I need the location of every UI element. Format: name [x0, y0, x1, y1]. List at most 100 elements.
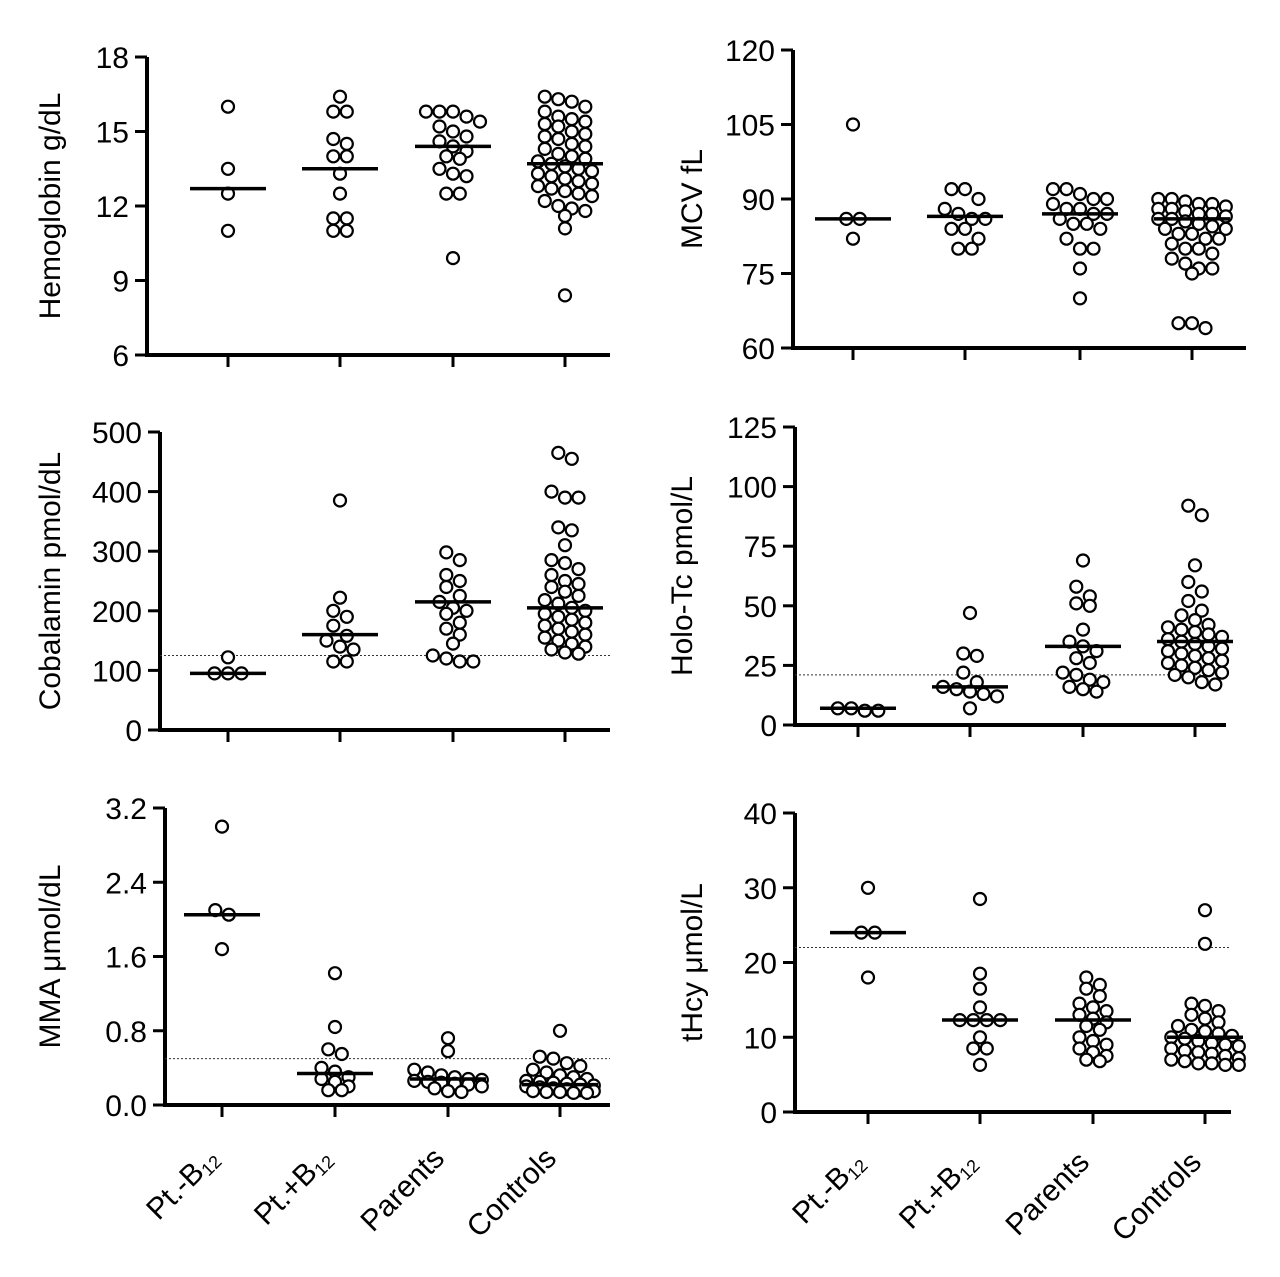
category-label-1: Pt.-B12 [786, 1146, 871, 1231]
data-point [1069, 651, 1084, 666]
data-point [445, 124, 461, 139]
data-point [439, 567, 454, 583]
y-tick-label: 15 [96, 117, 129, 150]
data-point [454, 1084, 469, 1100]
panel-1: 6 9 12 15 18 Hemoglobin g/dL [34, 42, 610, 373]
data-point [551, 520, 566, 535]
data-point [956, 665, 971, 680]
data-point [539, 1084, 554, 1100]
data-point [1160, 620, 1176, 635]
data-point [1079, 981, 1094, 996]
data-point [439, 579, 454, 595]
data-point [326, 211, 341, 226]
data-point [445, 636, 461, 651]
data-point [1093, 221, 1108, 236]
series-Parents [1045, 553, 1121, 699]
data-point [440, 1044, 456, 1059]
data-point [557, 584, 573, 599]
data-point [944, 182, 959, 197]
data-point [537, 592, 552, 608]
data-point [1072, 186, 1088, 202]
data-point [537, 606, 552, 621]
data-point [1198, 231, 1213, 246]
data-point [407, 1073, 422, 1089]
y-tick-label: 18 [96, 42, 129, 75]
category-label-main: Parents [1000, 1146, 1096, 1242]
data-point [220, 99, 236, 114]
data-point [432, 104, 447, 119]
data-point [551, 609, 566, 624]
data-point [1079, 216, 1094, 231]
y-tick-label: 500 [92, 417, 142, 450]
data-point [871, 703, 886, 718]
y-tick-label: 0.8 [105, 1016, 147, 1049]
data-point [339, 136, 354, 151]
data-point [962, 605, 978, 621]
data-point [339, 223, 354, 238]
data-point [452, 186, 467, 201]
data-point [537, 141, 552, 156]
data-point [339, 609, 354, 624]
data-point [425, 648, 440, 663]
panel-5: 0.0 0.8 1.6 2.4 3.2 MMA μmol/dL [34, 793, 610, 1123]
data-point [1214, 653, 1230, 668]
data-point [573, 1058, 588, 1074]
data-point [326, 223, 341, 238]
data-point [439, 149, 454, 164]
data-point [578, 114, 593, 129]
data-point [1164, 236, 1179, 251]
data-point [1075, 622, 1091, 637]
data-point [1066, 216, 1081, 231]
data-point [1197, 903, 1213, 918]
series-Controls [527, 445, 603, 661]
data-point [578, 203, 593, 219]
data-point [1205, 219, 1220, 234]
data-point [1089, 684, 1104, 699]
category-label-2: Pt.+B12 [893, 1146, 984, 1237]
data-point [432, 161, 447, 176]
data-point [962, 701, 978, 716]
data-point [452, 151, 467, 166]
data-point [1197, 936, 1213, 951]
data-point [557, 184, 573, 199]
y-tick-label: 25 [744, 650, 777, 683]
data-point [1174, 622, 1189, 637]
series-Pt.-B12 [184, 819, 260, 957]
category-label-4: Controls [461, 1142, 563, 1244]
data-point [966, 1041, 981, 1056]
series-Controls [1157, 498, 1233, 692]
data-point [1187, 660, 1203, 675]
y-tick-label: 105 [725, 110, 775, 143]
series-Pt.-B12 [190, 650, 266, 681]
y-tick-label: 120 [725, 35, 775, 68]
data-point [544, 552, 559, 568]
category-labels: Pt.-B12 Pt.+B12 Parents Controls Pt.-B12 Pt.+… [140, 1142, 1208, 1248]
data-point [1164, 1052, 1179, 1067]
data-point [530, 179, 546, 194]
data-point [1062, 679, 1077, 695]
category-label-2: Pt.+B12 [248, 1142, 339, 1233]
data-point [972, 1000, 988, 1015]
data-point [564, 111, 579, 127]
data-point [1191, 241, 1206, 256]
data-point [972, 1030, 988, 1045]
data-point [544, 579, 559, 595]
data-point [1079, 1052, 1094, 1067]
data-point [321, 1042, 336, 1057]
y-axis-label: MMA μmol/dL [34, 865, 67, 1049]
data-point [1214, 665, 1230, 680]
data-point [1072, 291, 1088, 306]
y-tick-label: 75 [744, 531, 777, 564]
data-point [857, 703, 872, 718]
data-point [1201, 651, 1216, 666]
data-point [1194, 584, 1209, 599]
data-point [1184, 266, 1200, 281]
data-point [1178, 241, 1193, 256]
series-Pt.+B12 [302, 89, 378, 238]
data-point [452, 654, 467, 669]
data-point [956, 646, 971, 661]
data-point [972, 981, 988, 996]
data-point [1096, 674, 1111, 690]
data-point [459, 109, 474, 124]
data-point [557, 645, 573, 660]
